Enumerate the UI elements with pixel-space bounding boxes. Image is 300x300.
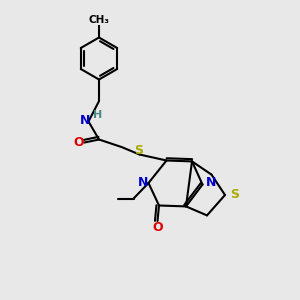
Text: S: S [230,188,239,202]
Text: N: N [80,114,90,127]
Text: H: H [94,110,103,120]
Text: N: N [206,176,216,189]
Text: S: S [134,144,143,157]
Text: O: O [73,136,84,149]
Text: CH₃: CH₃ [88,15,110,25]
Text: O: O [152,220,163,234]
Text: N: N [138,176,148,190]
